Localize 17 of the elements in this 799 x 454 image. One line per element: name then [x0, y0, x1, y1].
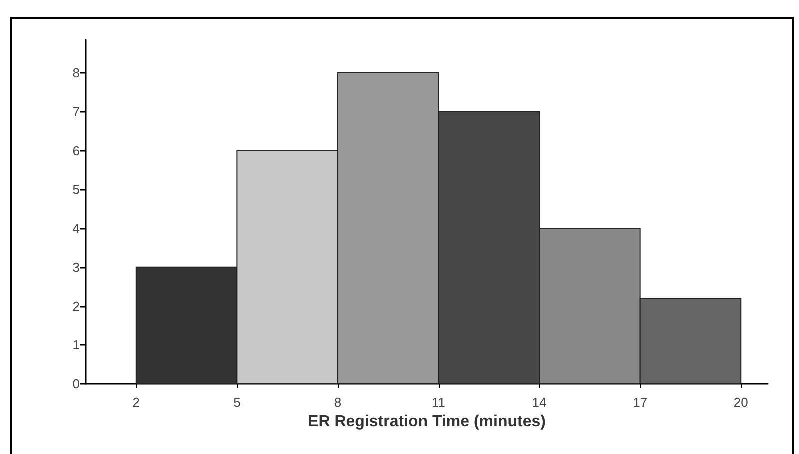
- x-tick-label: 20: [734, 395, 748, 410]
- x-tick-label: 11: [432, 395, 446, 410]
- y-tick-label: 0: [72, 376, 80, 392]
- x-tick-label: 2: [132, 395, 140, 410]
- x-tick-label: 8: [334, 395, 342, 410]
- x-axis-title: ER Registration Time (minutes): [308, 414, 546, 430]
- y-tick-label: 2: [72, 298, 80, 314]
- y-tick-label: 8: [72, 66, 80, 81]
- x-tick-label: 17: [633, 395, 648, 410]
- y-tick-label: 7: [72, 104, 80, 120]
- x-tick-label: 5: [234, 395, 241, 410]
- y-tick-label: 3: [72, 260, 80, 275]
- y-tick-label: 5: [72, 182, 80, 198]
- x-tick-label: 14: [532, 395, 547, 410]
- y-tick-label: 4: [72, 221, 80, 236]
- y-tick-label: 6: [72, 143, 80, 158]
- y-tick-label: 1: [72, 338, 80, 353]
